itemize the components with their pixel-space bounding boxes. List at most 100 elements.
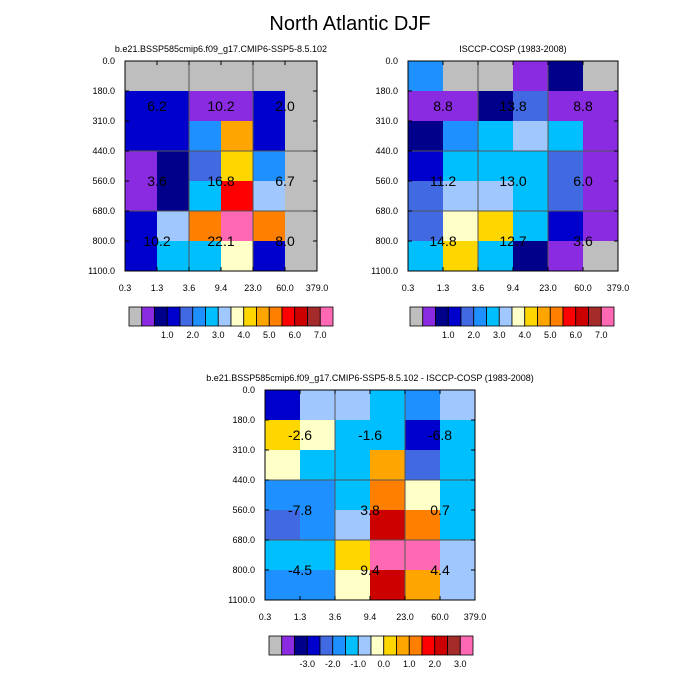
heatmap-cell [335,570,371,601]
x-tick-label: 3.6 [183,283,196,293]
colorbar-swatch [562,306,577,327]
heatmap-cell [443,211,479,242]
colorbar-label: 0.0 [377,659,390,669]
colorbar-swatch [357,635,372,656]
box-value-label: 2.0 [275,98,295,114]
colorbar-swatch [306,635,321,656]
y-tick-label: 680.0 [375,206,398,216]
heatmap-cell [253,151,286,182]
y-tick-label: 440.0 [92,146,115,156]
heatmap-cell [125,61,158,92]
heatmap-cell [335,420,371,451]
heatmap-cell [335,390,371,421]
y-tick-label: 800.0 [232,565,255,575]
heatmap-cell [408,181,444,212]
heatmap-cell [443,181,479,212]
colorbar-swatch [128,306,143,327]
heatmap-cell [478,91,514,122]
heatmap-cell [478,241,514,272]
colorbar-label: 4.0 [237,330,250,340]
colorbar-label: -2.0 [325,659,341,669]
colorbar-label: -1.0 [350,659,366,669]
y-tick-label: 0.0 [242,385,255,395]
heatmap-cell [265,390,301,421]
colorbar-swatch [422,306,436,327]
x-tick-label: 60.0 [276,283,294,293]
heatmap-cell [440,480,476,511]
colorbar-swatch [383,635,397,656]
heatmap-cell [583,121,619,152]
heatmap-cell [221,241,254,272]
heatmap-cell [370,480,406,511]
heatmap-cell [583,241,619,272]
heatmap-cell [440,450,476,481]
colorbar-label: 1.0 [161,330,174,340]
colorbar-swatch [319,635,334,656]
heatmap-cell [583,151,619,182]
heatmap-cell [408,211,444,242]
heatmap-cell [221,211,254,242]
heatmap-cell [408,151,444,182]
colorbar-swatch [435,306,449,327]
heatmap-cell [513,151,549,182]
colorbar-swatch [192,306,206,327]
heatmap-cell [157,121,190,152]
heatmap-cell [157,61,190,92]
heatmap-cell [221,61,254,92]
heatmap-cell [478,181,514,212]
heatmap-cell [125,91,158,122]
box-value-label: 11.2 [430,173,456,189]
y-tick-label: 310.0 [232,445,255,455]
heatmap-cell [265,450,301,481]
colorbar-label: 1.0 [403,659,416,669]
y-tick-label: 1100.0 [88,266,115,276]
colorbar: 1.0 2.0 3.0 4.0 5.0 6.0 7.0 [409,306,615,340]
y-tick-label: 1100.0 [371,266,398,276]
colorbar-label: 6.0 [569,330,582,340]
colorbar-swatch [294,306,308,327]
colorbar-swatch [281,635,295,656]
heatmap-cell [300,390,336,421]
heatmap-cell [285,181,318,212]
colorbar-swatch [409,306,424,327]
colorbar-swatch [230,306,245,327]
heatmap-cell [478,211,514,242]
heatmap-cell [125,151,158,182]
colorbar-label: 3.0 [454,659,467,669]
heatmap-cell [265,480,301,511]
x-tick-label: 1.3 [151,283,164,293]
colorbar-label: 3.0 [493,330,506,340]
y-tick-label: 560.0 [92,176,115,186]
heatmap-cell [443,241,479,272]
panel-title: b.e21.BSSP585cmip6.f09_g17.CMIP6-SSP5-8.… [115,44,327,54]
colorbar-label: 2.0 [428,659,441,669]
heatmap-cell [370,510,406,541]
heatmap-cell [370,450,406,481]
colorbar-swatch [268,306,283,327]
box-value-label: 14.8 [429,233,456,249]
heatmap-cell [408,61,444,92]
colorbar-swatch [345,635,359,656]
colorbar-swatch [217,306,232,327]
heatmap-cell [443,121,479,152]
chart-panel-3: b.e21.BSSP585cmip6.f09_g17.CMIP6-SSP5-8.… [206,373,534,669]
colorbar-swatch [486,306,500,327]
box-value-label: 4.4 [430,562,450,578]
heatmap-cell [285,241,318,272]
box-value-label: 12.7 [499,233,526,249]
x-tick-label: 0.3 [402,283,415,293]
heatmap-cell [548,91,584,122]
colorbar-swatch [154,306,168,327]
colorbar-label: 2.0 [467,330,480,340]
heatmap-cell [300,420,336,451]
colorbar-swatch [459,635,474,656]
heatmap-cell [440,570,476,601]
y-tick-label: 1100.0 [228,595,255,605]
heatmap-cell [253,211,286,242]
x-tick-label: 60.0 [574,283,592,293]
heatmap-cell [408,121,444,152]
box-value-label: 3.6 [573,233,593,249]
heatmap-cell [548,121,584,152]
y-tick-label: 180.0 [375,86,398,96]
x-tick-label: 3.6 [472,283,485,293]
